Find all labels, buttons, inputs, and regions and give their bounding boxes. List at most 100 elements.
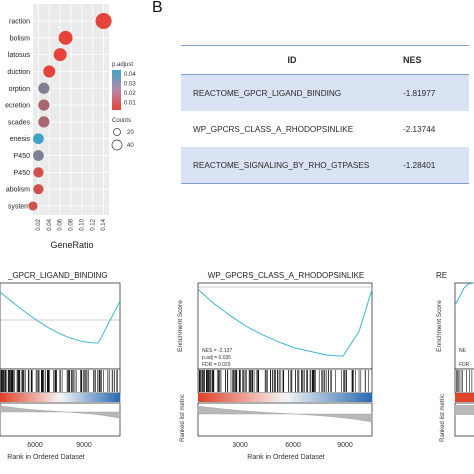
- gsea-right-es-frame: [454, 282, 474, 370]
- gsea-right-panel: RE Enrichment Score NE FDR Ranked list m…: [436, 271, 474, 442]
- gsea-left-heat-cell: [105, 393, 109, 402]
- gsea-mid-heat-cell: [280, 393, 286, 402]
- gsea-mid-es-ylabel: Enrichment Score: [177, 300, 184, 352]
- gsea-left-heat-cell: [30, 393, 34, 402]
- table-row: WP_GPCRS_CLASS_A_RHODOPSINLIKE -2.13744: [181, 111, 469, 147]
- colorbar-tick-label: 0.04: [124, 72, 136, 78]
- dotplot-xtick-label: 0.08: [69, 218, 75, 230]
- gsea-mid-heat-cell: [358, 393, 364, 402]
- gsea-left-es-curve: [0, 291, 121, 344]
- dotplot-category-label: duction: [7, 69, 30, 76]
- gsea-mid-xlabel: Rank in Ordered Dataset: [247, 454, 324, 461]
- dotplot-xlabel: GeneRatio: [50, 240, 93, 250]
- colorbar-tick-label: 0.03: [124, 82, 136, 88]
- dotplot-point: [33, 167, 44, 178]
- gsea-mid-heat-cell: [311, 393, 316, 402]
- table-header-nes: NES: [403, 55, 422, 65]
- gsea-left-heat-cell: [21, 393, 25, 402]
- gsea-mid-xtick-1: 6000: [285, 442, 301, 449]
- gsea-mid-heat-cell: [337, 393, 342, 402]
- gsea-mid-heat-cell: [293, 393, 299, 402]
- gsea-mid-heat-cell: [354, 393, 360, 402]
- gsea-mid-heat-cell: [306, 393, 312, 402]
- gsea-left-heat-cell: [33, 393, 37, 402]
- gsea-mid-heat-cell: [241, 393, 247, 402]
- gsea-left-heat-cell: [42, 393, 46, 402]
- colorbar-tick-label: 0.02: [124, 91, 136, 97]
- gsea-right-stat-nes: NE: [459, 348, 467, 354]
- gsea-mid-stat-nes: NES = -2.137: [202, 348, 232, 354]
- gsea-mid-es-curve: [197, 289, 373, 357]
- dotplot-point: [28, 201, 38, 211]
- gsea-left-heat-cell: [27, 393, 31, 402]
- gsea-left-xtick-0: 6000: [27, 442, 43, 449]
- gsea-mid-heat-cell: [332, 393, 338, 402]
- dotplot-point: [38, 82, 50, 94]
- gsea-mid-xtick-2: 9000: [337, 442, 353, 449]
- table-cell-id: REACTOME_SIGNALING_BY_RHO_GTPASES: [193, 160, 370, 170]
- gsea-left-heat-cell: [45, 393, 49, 402]
- gsea-right-es-curve: [454, 282, 474, 306]
- gsea-left-es-frame: [0, 282, 121, 370]
- gsea-mid-heat-cell: [302, 393, 308, 402]
- dotplot-xtick-label: 0.06: [58, 218, 64, 230]
- gsea-mid-heat-cell: [258, 393, 264, 402]
- gsea-mid-stat-fdr: FDR = 0.029: [202, 362, 231, 368]
- gsea-left-heat-cell: [9, 393, 13, 402]
- gsea-mid-metric-area: [197, 405, 373, 423]
- size-legend-circle-small: [113, 128, 121, 136]
- dotplot-xtick-label: 0.14: [101, 218, 107, 230]
- gsea-mid-heat-cell: [198, 393, 203, 402]
- gsea-left-heat-cell: [93, 393, 97, 402]
- dotplot-category-label: ecretion: [5, 103, 30, 110]
- gsea-left-heat-cell: [18, 393, 22, 402]
- gsea-left-heat-cell: [90, 393, 94, 402]
- gsea-mid-heat-cell: [319, 393, 325, 402]
- gsea-mid-heat-cell: [237, 393, 242, 402]
- gsea-left-heat-cell: [63, 393, 67, 402]
- dotplot-point: [38, 116, 50, 128]
- dotplot-category-label: raction: [9, 19, 30, 26]
- gsea-left-heat-cell: [99, 393, 103, 402]
- gsea-mid-heat-cell: [224, 393, 229, 402]
- gsea-left-heat-cell: [117, 393, 121, 402]
- gsea-mid-heat-cell: [276, 393, 281, 402]
- gsea-left-heat-cell: [15, 393, 19, 402]
- size-legend-value-small: 20: [127, 130, 134, 136]
- dotplot-category-label: P450: [14, 170, 30, 177]
- colorbar-tick-label: 0.01: [124, 101, 136, 107]
- gsea-right-metric-area: [455, 405, 474, 415]
- dotplot-category-label: scades: [8, 119, 31, 126]
- gsea-left-heat-cell: [81, 393, 85, 402]
- dotplot-category-label: orption: [9, 86, 31, 93]
- gsea-mid-heat-cell: [219, 393, 225, 402]
- table-header-id: ID: [287, 55, 297, 65]
- size-legend: Counts 20 40: [111, 118, 134, 151]
- gsea-mid-heat-cell: [206, 393, 212, 402]
- gsea-left-heat-cell: [54, 393, 58, 402]
- gsea-left-heat-cell: [24, 393, 28, 402]
- size-legend-circle-large: [111, 139, 123, 151]
- nes-table: ID NES REACTOME_GPCR_LIGAND_BINDING -1.8…: [181, 45, 469, 184]
- panel-b-label: B: [152, 0, 163, 16]
- gsea-middle-panel: WP_GPCRS_CLASS_A_RHODOPSINLIKE Enrichmen…: [177, 271, 373, 461]
- gsea-left-panel: _GPCR_LIGAND_BINDING 6000 9000 Rank in O…: [0, 271, 121, 461]
- colorbar-title: p.adjust: [112, 62, 133, 68]
- gsea-right-es-ylabel: Enrichment Score: [436, 300, 443, 352]
- gsea-mid-heat-cell: [367, 393, 373, 402]
- size-legend-title: Counts: [112, 118, 131, 124]
- gsea-left-title: _GPCR_LIGAND_BINDING: [7, 271, 108, 280]
- gsea-mid-xtick-0: 3000: [232, 442, 248, 449]
- gsea-right-title: RE: [436, 271, 447, 280]
- gsea-mid-metric-frame: [197, 402, 373, 437]
- dotplot-category-label: enesis: [10, 136, 31, 143]
- gsea-left-heat-cell: [78, 393, 82, 402]
- dotplot-point: [33, 133, 44, 145]
- dotplot-point: [58, 30, 73, 45]
- gsea-mid-heat-cell: [324, 393, 329, 402]
- gsea-mid-heat-cell: [271, 393, 277, 402]
- dotplot-panel: raction bolism latosus duction orption ecreti…: [5, 4, 112, 250]
- gsea-mid-heat-cell: [267, 393, 273, 402]
- gsea-left-heat-cell: [69, 393, 73, 402]
- gsea-left-heat-cell: [48, 393, 52, 402]
